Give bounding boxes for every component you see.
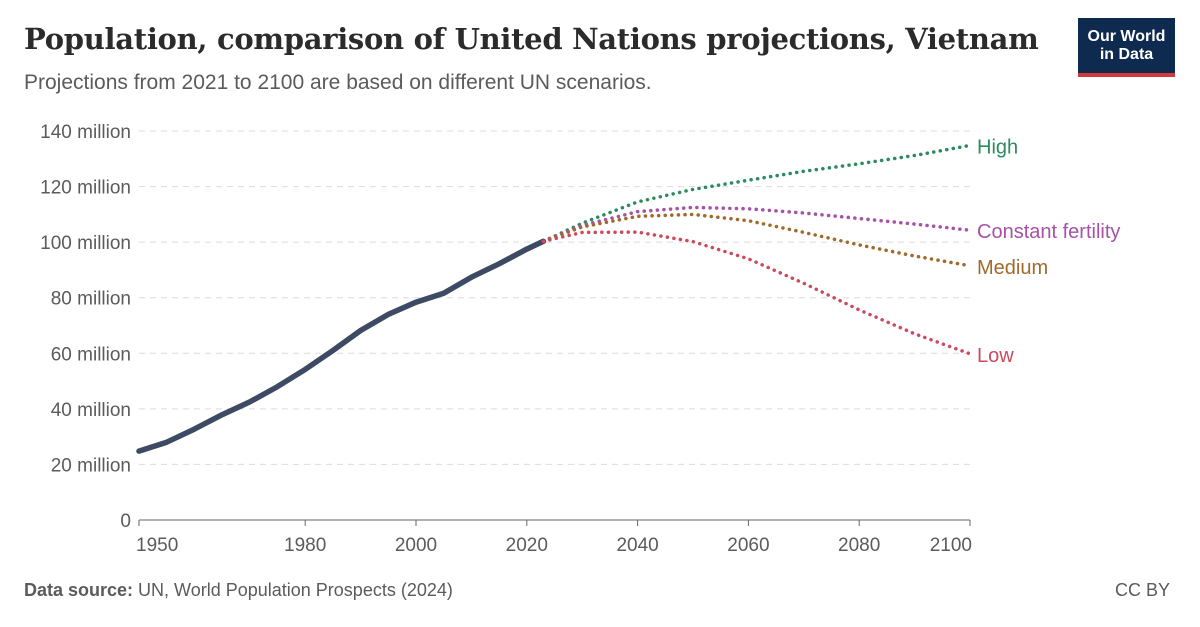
data-source-text: UN, World Population Prospects (2024)	[133, 580, 453, 600]
y-tick-label: 140 million	[40, 122, 131, 143]
y-tick-label: 40 million	[51, 400, 131, 421]
series-line-low[interactable]	[541, 230, 972, 356]
y-tick-label: 120 million	[40, 178, 131, 199]
y-tick-label: 60 million	[51, 344, 131, 365]
data-source: Data source: UN, World Population Prospe…	[24, 580, 453, 601]
y-tick-label: 80 million	[51, 289, 131, 310]
series-layer	[136, 143, 972, 454]
x-tick-label: 2060	[727, 535, 769, 556]
license-link[interactable]: CC BY	[1114, 580, 1170, 600]
series-label-layer: High Constant fertility Medium Low	[977, 136, 1120, 366]
x-tick-label: 2000	[395, 535, 437, 556]
axis-layer: 0 20 million 40 million 60 million 80 millio…	[40, 122, 972, 556]
y-tick-label: 20 million	[51, 455, 131, 476]
series-label-low: Low	[977, 345, 1014, 367]
series-line-high[interactable]	[541, 143, 972, 244]
data-source-label: Data source:	[24, 580, 134, 600]
grid-layer	[139, 130, 970, 465]
chart-title: Population, comparison of United Nations…	[24, 22, 1039, 56]
series-label-high: High	[977, 136, 1018, 158]
x-tick-label: 2040	[616, 535, 658, 556]
series-line-constant_fertility[interactable]	[541, 205, 972, 244]
x-tick-label: 1980	[284, 535, 326, 556]
y-tick-label: 100 million	[40, 233, 131, 254]
owid-logo[interactable]: Our World in Data	[1078, 18, 1175, 77]
series-line-medium[interactable]	[541, 212, 972, 268]
series-label-constant_fertility: Constant fertility	[977, 221, 1120, 243]
series-line-estimates[interactable]	[136, 238, 547, 454]
logo-line-1: Our World	[1087, 28, 1166, 45]
x-tick-label: 2080	[838, 535, 880, 556]
series-label-medium: Medium	[977, 257, 1048, 279]
chart-subtitle: Projections from 2021 to 2100 are based …	[24, 71, 652, 94]
logo-line-2: in Data	[1099, 46, 1154, 63]
x-tick-label: 2100	[930, 535, 972, 556]
y-tick-label: 0	[120, 511, 131, 532]
x-tick-label: 2020	[506, 535, 548, 556]
x-tick-label: 1950	[136, 535, 178, 556]
